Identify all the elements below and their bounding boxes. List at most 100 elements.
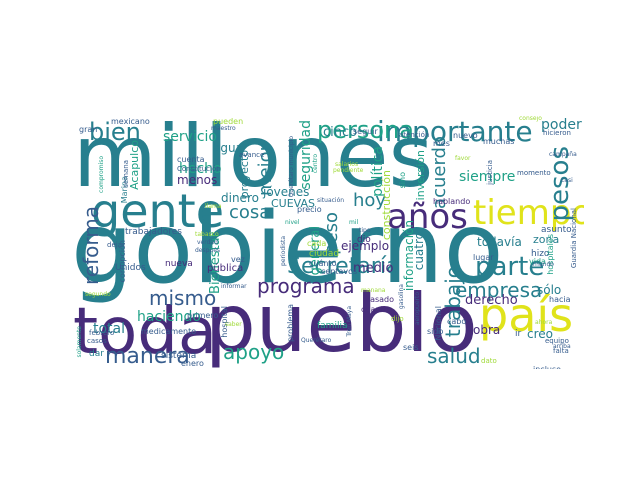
word-trabajo: trabajo — [441, 266, 465, 338]
word-gran: gran — [79, 125, 98, 134]
word-cloud: millones gobierno pueblo toda gente país… — [71, 116, 584, 369]
word-solamente: solamente — [76, 326, 83, 358]
word-total: total — [93, 321, 126, 337]
word-mismo: mismo — [149, 286, 217, 310]
word-medio: medio — [353, 261, 394, 276]
word-trabajadores: trabajadores — [125, 227, 182, 237]
word-nueva: nueva — [165, 259, 193, 269]
word-cuevas: CUEVAS — [271, 197, 316, 210]
word-compromiso: compromiso — [98, 156, 105, 193]
word-secretaria: Secretaría — [287, 254, 400, 279]
word-enero: enero — [181, 359, 204, 368]
word-manera: manera — [105, 344, 190, 369]
word-cosa: cosa — [229, 202, 271, 223]
word-favor: favor — [455, 155, 471, 162]
word-centavos: centavos — [321, 267, 358, 276]
word-inversion: inversión — [414, 150, 427, 201]
word-menos: menos — [177, 173, 218, 187]
word-tiempo: tiempo — [473, 193, 584, 233]
word-cinco: cinco — [323, 125, 358, 140]
word-salud: salud — [427, 344, 481, 368]
word-pueden: pueden — [213, 117, 244, 126]
word-problema: problema — [286, 304, 295, 343]
word-acapulco: Acapulco — [128, 140, 141, 190]
word-hospitales: hospitales — [546, 234, 555, 275]
word-cada: cada — [307, 239, 327, 248]
word-maestro: maestro — [211, 125, 236, 132]
word-pendiente: pendiente — [333, 167, 364, 174]
word-vez: vez — [231, 255, 245, 264]
word-aeropuerto: aeropuerto — [414, 292, 421, 326]
word-febrero: febrero — [89, 329, 115, 337]
word-reforma: reforma — [79, 206, 103, 285]
word-situacion: situación — [317, 197, 345, 204]
word-sino: sino — [398, 172, 407, 189]
word-hacia: hacia — [549, 295, 571, 304]
word-parte: parte — [475, 252, 545, 282]
word-jovenes: jóvenes — [263, 185, 310, 199]
word-anos: años — [387, 197, 468, 237]
word-informar: informar — [221, 283, 247, 290]
word-poder: poder — [541, 117, 582, 133]
word-zona: zona — [533, 233, 560, 246]
word-dejar: dejar — [107, 241, 125, 249]
word-seguir: seguir — [353, 127, 378, 136]
word-importante: importante — [377, 116, 533, 148]
word-persona: persona — [317, 116, 414, 144]
word-dato: dato — [481, 357, 497, 365]
word-vida: vida — [529, 257, 546, 266]
word-hecho: hecho — [179, 161, 222, 177]
word-dar: dar — [89, 349, 104, 359]
word-mundo: mundo — [533, 261, 554, 268]
word-todavia: todavía — [477, 235, 522, 249]
word-gente: gente — [91, 184, 224, 238]
word-queretaro-municipio: Querétaro municipio — [288, 136, 295, 198]
word-seis: seis — [403, 343, 419, 352]
word-gobierno: gobierno — [71, 192, 504, 306]
word-pueblo: pueblo — [205, 277, 478, 369]
word-centro: centro — [312, 154, 319, 174]
word-arriba: arriba — [553, 343, 571, 350]
word-cuatro: cuatro — [412, 232, 426, 271]
word-mil: mil — [349, 219, 359, 226]
word-pais: país — [479, 288, 574, 342]
word-obra: obra — [473, 323, 501, 337]
word-ahora: ahora — [535, 319, 553, 326]
word-empresa: empresa — [455, 278, 543, 302]
word-sistema: sistema — [161, 351, 197, 361]
word-hoy: hoy — [353, 190, 387, 211]
word-medicamento: medicamento — [141, 327, 197, 336]
word-hablando: hablando — [433, 197, 471, 206]
word-casi: casi — [561, 177, 573, 184]
word-programa: programa — [257, 274, 355, 298]
word-agua: agua — [213, 141, 243, 155]
word-dio: dio — [357, 235, 371, 245]
word-manana: manana — [361, 287, 386, 294]
word-saber: saber — [225, 321, 242, 328]
word-dijo: dijo — [391, 315, 404, 323]
word-equipo: equipo — [545, 337, 569, 345]
word-justicia: justicia — [486, 160, 494, 185]
word-millones: millones — [73, 116, 434, 207]
word-muchas: muchas — [483, 137, 515, 146]
word-precio: precio — [297, 205, 322, 214]
word-creo: creo — [527, 327, 553, 341]
word-familia: familia — [317, 321, 348, 331]
word-seguridad: seguridad — [298, 120, 314, 190]
word-construccion: construcción — [380, 170, 393, 241]
word-ir: ir — [515, 329, 522, 339]
word-momento: momento — [517, 169, 551, 177]
word-servicio: servicio — [163, 129, 217, 145]
word-asunto: asunto — [541, 225, 572, 235]
word-cuanto-acc: cuánto — [309, 259, 337, 268]
word-consejo: consejo — [519, 116, 542, 122]
word-cabo: cabo — [447, 317, 467, 326]
word-salarios: salarios — [335, 161, 359, 168]
word-lugar: lugar — [473, 253, 494, 262]
word-publica: pública — [207, 263, 244, 274]
word-ciudad: ciudad — [309, 249, 340, 259]
word-tipo: tipo — [359, 227, 371, 234]
word-bien: bien — [89, 118, 141, 146]
word-periodista: periodista — [280, 236, 287, 266]
word-haciendo: haciendo — [137, 309, 201, 325]
